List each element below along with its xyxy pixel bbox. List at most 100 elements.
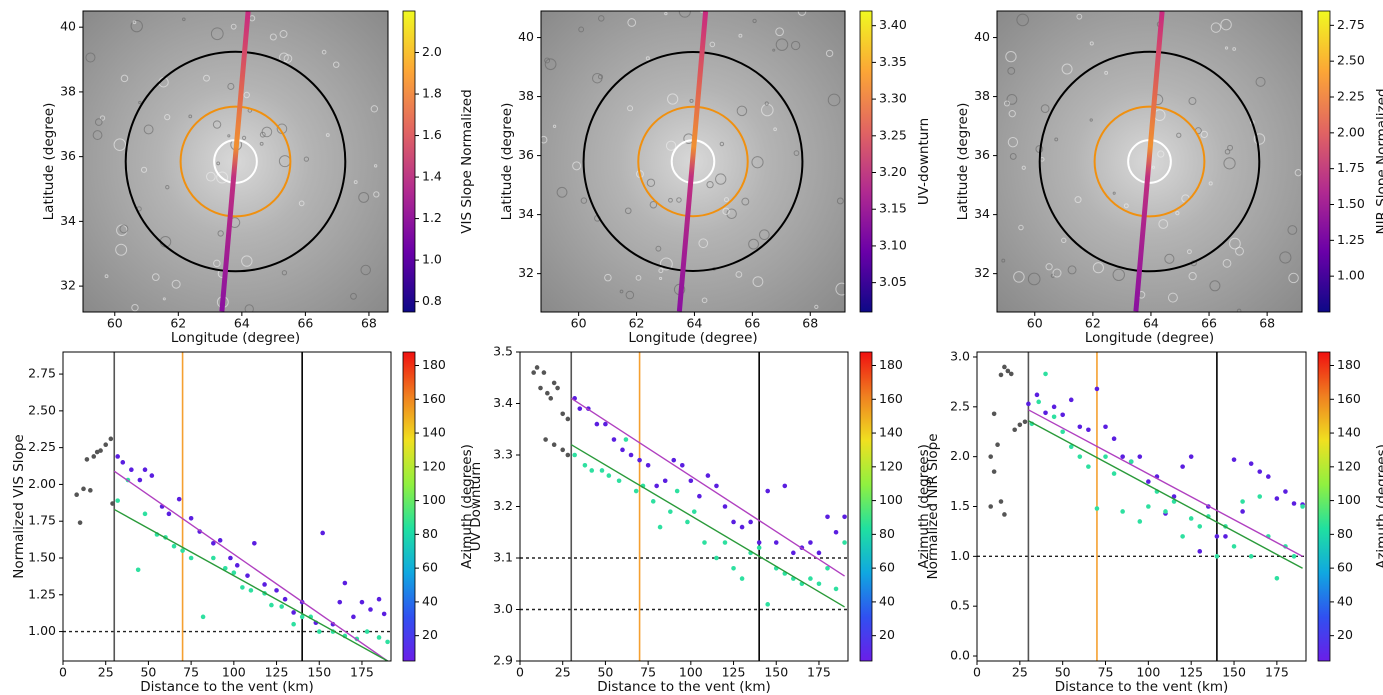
crater bbox=[793, 150, 800, 156]
point bbox=[282, 596, 288, 602]
panel: 60 62 64 66 68 32 34 36 38 40 Longitude (degree) La… bbox=[955, 10, 1383, 346]
crater bbox=[556, 186, 568, 198]
crater bbox=[1223, 157, 1236, 170]
x-tick-label: 64 bbox=[234, 316, 250, 331]
point bbox=[166, 511, 172, 517]
point bbox=[782, 483, 788, 489]
crater bbox=[1229, 237, 1241, 250]
point bbox=[1060, 429, 1065, 435]
crater bbox=[1235, 246, 1244, 256]
crater bbox=[1061, 237, 1067, 244]
point bbox=[337, 599, 343, 605]
y-tick-label: 36 bbox=[60, 148, 76, 163]
crater bbox=[1061, 63, 1073, 75]
point bbox=[582, 463, 588, 468]
point bbox=[234, 563, 240, 568]
crater bbox=[625, 290, 635, 300]
point bbox=[991, 411, 997, 417]
point bbox=[1034, 392, 1040, 398]
crater bbox=[1287, 225, 1298, 235]
point bbox=[1022, 419, 1028, 425]
colorbar-tick-label: 20 bbox=[879, 627, 895, 642]
point bbox=[222, 566, 228, 571]
point bbox=[1008, 371, 1014, 377]
point bbox=[833, 586, 839, 592]
crater bbox=[825, 49, 834, 58]
crater bbox=[188, 114, 193, 119]
point bbox=[385, 639, 390, 645]
crater bbox=[1027, 272, 1041, 286]
colorbar-label: Azimuth (degrees) bbox=[916, 444, 932, 569]
crater bbox=[722, 207, 730, 215]
y-tick-label: 34 bbox=[518, 206, 534, 221]
point bbox=[211, 555, 216, 561]
colorbar-tick-label: 1.25 bbox=[1337, 232, 1365, 247]
point bbox=[180, 548, 185, 553]
point bbox=[376, 635, 382, 640]
point bbox=[245, 573, 250, 578]
colorbar-tick-label: 1.4 bbox=[422, 169, 442, 184]
point bbox=[1240, 509, 1245, 514]
crater bbox=[709, 41, 716, 48]
crater bbox=[598, 15, 605, 22]
crater bbox=[706, 180, 714, 189]
point bbox=[650, 499, 656, 504]
point bbox=[1197, 524, 1203, 529]
crater bbox=[1052, 268, 1062, 278]
point bbox=[129, 467, 134, 473]
colorbar-tick-label: 20 bbox=[422, 627, 438, 642]
x-tick-label: 25 bbox=[98, 665, 114, 680]
point bbox=[248, 588, 254, 593]
point bbox=[188, 515, 194, 521]
crater bbox=[164, 114, 171, 121]
point bbox=[702, 540, 707, 545]
crater bbox=[162, 297, 166, 301]
y-tick-label: 3.1 bbox=[493, 550, 513, 565]
plot-area bbox=[977, 352, 1306, 661]
crater bbox=[775, 27, 784, 37]
y-axis-label: Normalized VIS Slope bbox=[11, 434, 27, 578]
colorbar-tick-label: 2.00 bbox=[1337, 124, 1365, 139]
crater bbox=[115, 243, 128, 256]
colorbar-tick-label: 3.35 bbox=[879, 54, 907, 69]
point bbox=[714, 483, 719, 489]
crater bbox=[1009, 153, 1017, 160]
crater bbox=[182, 17, 186, 22]
point bbox=[842, 540, 847, 545]
crater bbox=[217, 230, 224, 237]
x-tick-label: 150 bbox=[1222, 665, 1246, 680]
crater bbox=[85, 52, 96, 63]
point bbox=[1171, 494, 1177, 499]
crater bbox=[814, 304, 819, 309]
point bbox=[1197, 549, 1203, 554]
point bbox=[616, 478, 622, 484]
x-tick-label: 62 bbox=[1085, 316, 1101, 331]
point bbox=[91, 454, 97, 459]
colorbar-tick-label: 60 bbox=[1337, 560, 1353, 575]
y-tick-label: 1.25 bbox=[28, 586, 56, 601]
point bbox=[705, 473, 711, 478]
point bbox=[1300, 504, 1305, 509]
point bbox=[668, 509, 673, 514]
panel: 0 25 50 75 100 125 150 175 1.00 1.25 1.50 1.75 2.00 2… bbox=[11, 351, 475, 695]
colorbar-tick-label: 180 bbox=[1337, 357, 1361, 372]
colorbar-tick-label: 0.8 bbox=[422, 293, 442, 308]
point bbox=[679, 463, 685, 468]
point bbox=[364, 629, 370, 634]
crater bbox=[350, 292, 357, 300]
crater bbox=[1007, 137, 1019, 148]
crater bbox=[1089, 118, 1093, 122]
crater bbox=[1253, 133, 1266, 145]
y-tick-label: 1.75 bbox=[28, 513, 56, 528]
y-tick-label: 0.0 bbox=[950, 648, 970, 663]
x-tick-label: 66 bbox=[744, 316, 760, 331]
point bbox=[808, 576, 813, 581]
x-axis-label: Distance to the vent (km) bbox=[1055, 679, 1229, 695]
crater bbox=[130, 19, 143, 33]
crater bbox=[772, 48, 776, 52]
colorbar-tick-label: 2.25 bbox=[1337, 89, 1365, 104]
point bbox=[1051, 414, 1057, 420]
crater bbox=[761, 103, 774, 117]
colorbar bbox=[402, 351, 416, 662]
